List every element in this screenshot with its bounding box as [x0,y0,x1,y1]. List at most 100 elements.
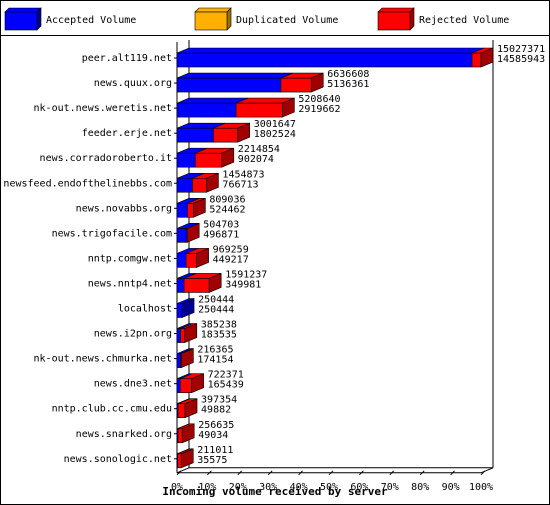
total-label: 3001647 [254,119,296,130]
bar-top [176,72,294,79]
total-label: 211011 [197,445,233,456]
total-label: 216365 [197,345,233,356]
bar-segment [183,278,210,293]
total-label: 2214854 [238,144,280,155]
category-label: news.trigofacile.com [52,228,172,239]
bar-side [181,298,195,318]
x-tick [267,470,273,476]
bar-segment [180,328,186,343]
accepted-label: 35575 [197,455,227,466]
bar-side [310,72,324,93]
bar-segment [213,127,239,143]
x-tick [237,470,243,476]
accepted-label: 349981 [225,279,261,290]
legend-swatch-side [36,7,42,31]
x-tick-label: 10% [198,482,216,493]
bar-segment [185,253,197,268]
legend-swatch-top [194,7,232,13]
total-label: 256635 [198,420,234,431]
category-label: localhost [118,304,172,315]
total-label: 250444 [198,295,234,306]
total-label: 504703 [203,219,239,230]
bar-side [237,122,251,143]
bar-segment [180,378,192,393]
bar-segment [280,77,312,93]
total-label: 6636608 [327,69,369,80]
legend-swatch-top [4,7,42,13]
accepted-label: 524462 [209,204,245,215]
bar-segment [471,52,482,68]
x-tick-label: 60% [350,482,368,493]
total-label: 385238 [201,320,237,331]
accepted-label: 902074 [238,154,274,165]
bar-segment [176,303,183,318]
x-tick-label: 30% [259,482,277,493]
category-label: feeder.erje.net [82,128,172,139]
category-label: nk-out.news.chmurka.net [34,354,172,365]
accepted-label: 49882 [201,405,231,416]
category-label: news.novabbs.org [76,203,172,214]
bar-side [181,348,194,369]
accepted-label: 1802524 [254,129,296,140]
total-label: 809036 [209,194,245,205]
bar-top [176,47,485,54]
bar-segment [176,203,188,218]
legend-swatch-side [226,7,232,31]
bar-segment [176,102,237,118]
bar-segment [176,177,193,193]
x-tick [419,470,425,476]
x-tick-label: 20% [229,482,247,493]
category-label: nk-out.news.weretis.net [34,103,172,114]
bar-segment [194,152,223,168]
x-tick [207,470,212,476]
accepted-label: 496871 [203,229,239,240]
bar-side [181,423,195,444]
bar-side [180,448,194,469]
bar-segment [177,453,182,469]
category-label: news.dne3.net [94,379,172,390]
bar-side [184,398,198,419]
bar-segment [176,353,181,368]
x-tick-label: 70% [381,482,399,493]
total-label: 15027371 [497,44,545,55]
x-tick-label: 0% [171,482,183,493]
bar-side [186,222,200,243]
category-label: newsfeed.endofthelinebbs.com [3,178,172,189]
x-tick [450,470,455,476]
legend-swatch-top [377,7,415,13]
bar-segment [176,52,473,68]
bar-segment [176,378,181,393]
accepted-label: 5136361 [327,79,369,90]
category-label: news.corradoroberto.it [40,153,172,164]
total-label: 969259 [213,244,249,255]
legend-swatch [377,11,411,31]
bar-segment [192,177,207,193]
category-label: nntp.club.cc.cmu.edu [52,404,172,415]
bar-segment [176,228,188,243]
accepted-label: 250444 [198,305,234,316]
bar-side [282,97,295,118]
bar-side [191,373,204,394]
total-label: 1454873 [222,169,264,180]
bar-side [193,197,206,218]
category-label: news.quux.org [94,78,172,89]
x-axis-label: Incoming volume received by server [162,485,388,498]
floor-left [176,467,190,474]
bar-side [208,273,222,293]
bar-segment [176,127,214,143]
bar-segment [176,77,282,93]
bar-segment [176,328,182,343]
bar-side [221,147,235,168]
total-label: 397354 [201,395,237,406]
x-tick-label: 100% [469,482,493,493]
legend-label: Rejected Volume [419,15,509,26]
legend-swatch [194,11,228,31]
category-label: news.sonologic.net [64,454,172,465]
bar-segment [176,253,187,268]
bar-segment [235,102,283,118]
floor-edge [480,467,494,474]
x-tick-label: 40% [290,482,308,493]
bar-side [184,323,198,343]
bar-side [480,47,494,68]
category-label: peer.alt119.net [82,53,172,64]
